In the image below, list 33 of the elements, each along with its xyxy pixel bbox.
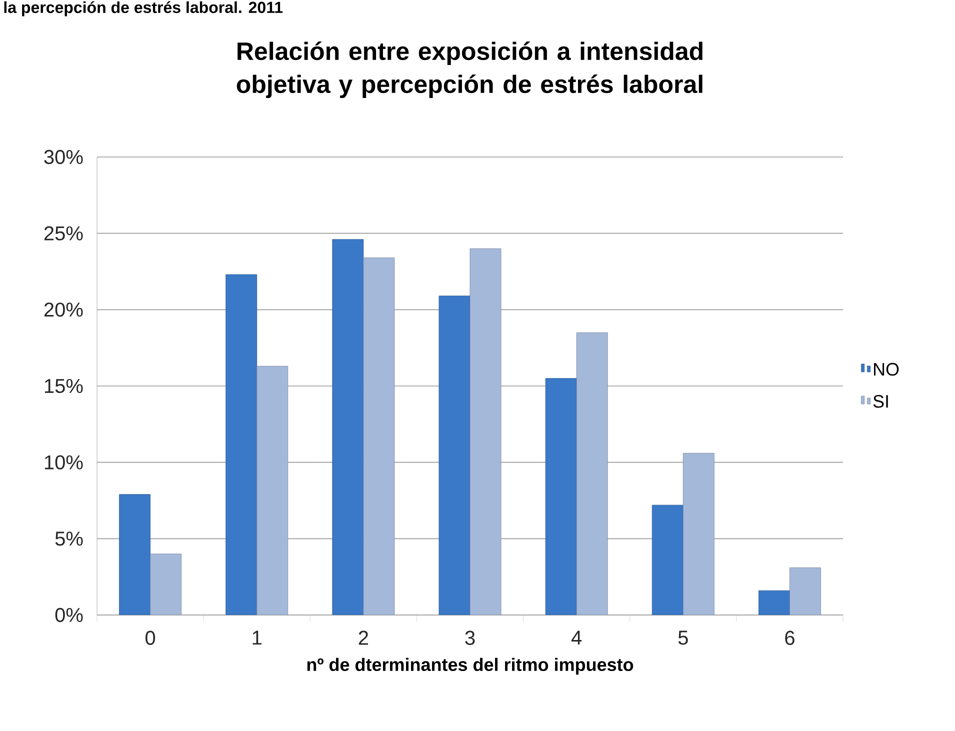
- bar: [470, 248, 502, 615]
- x-tick-label: 5: [678, 630, 688, 645]
- x-tick-label: 3: [465, 630, 475, 645]
- bar: [438, 296, 470, 615]
- y-tick-label: 30%: [44, 150, 83, 164]
- y-tick-label: 25%: [44, 226, 83, 240]
- bar: [576, 332, 608, 615]
- bar: [226, 274, 258, 615]
- y-tick-label: 0%: [55, 608, 83, 622]
- y-tick-label: 20%: [44, 302, 83, 317]
- legend-label: NO: [874, 362, 899, 376]
- x-tick-label: 2: [358, 630, 368, 645]
- x-tick-label: 1: [252, 630, 262, 645]
- y-tick-label: 10%: [44, 455, 83, 470]
- bar: [758, 590, 790, 615]
- y-tick-label: 15%: [44, 378, 83, 394]
- legend-label: SI: [873, 394, 888, 408]
- bar: [652, 504, 684, 615]
- bar: [682, 452, 714, 615]
- bar: [363, 258, 395, 615]
- x-tick-label: 4: [571, 630, 582, 645]
- text: la percepción de estrés laboral. 2011: [4, 1, 283, 16]
- bar: [790, 567, 821, 615]
- chart-title: Relación entre exposición a intensidad objetiva y percepción de estrés laboral: [236, 42, 702, 98]
- x-tick-label: 6: [785, 630, 794, 645]
- bar: [256, 366, 288, 615]
- x-tick-label: 0: [146, 630, 156, 645]
- bar: [150, 554, 182, 615]
- bar: [332, 239, 364, 615]
- x-axis-title: nº de dterminantes del ritmo impuesto: [307, 658, 634, 675]
- y-tick-label: 5%: [55, 532, 83, 546]
- bar: [545, 378, 577, 615]
- bar: [119, 494, 150, 615]
